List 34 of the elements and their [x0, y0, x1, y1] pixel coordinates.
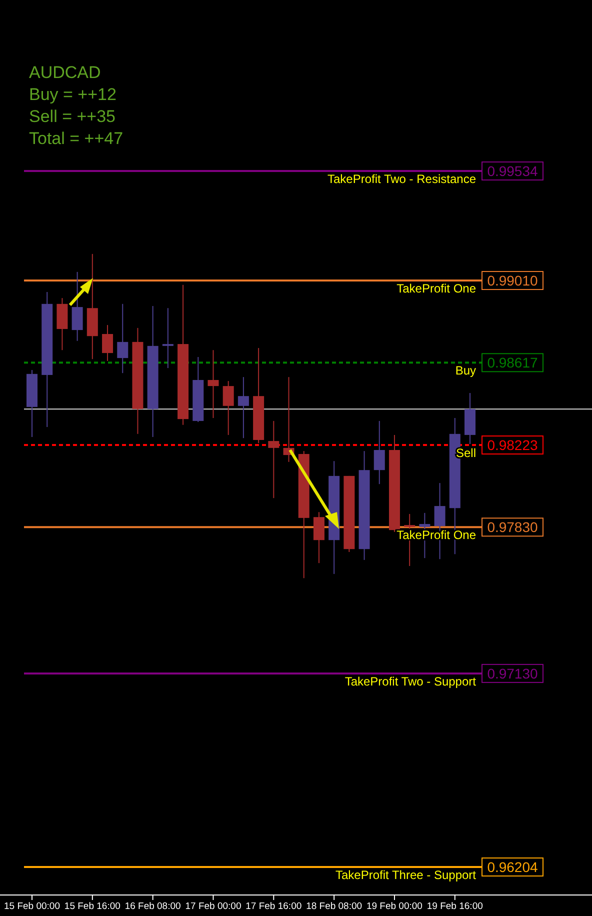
ref-line-label: TakeProfit Three - Support: [335, 868, 477, 882]
candlestick: [208, 350, 219, 419]
y-tick-label: 0.99010: [487, 272, 538, 289]
x-tick-label: 16 Feb 08:00: [124, 901, 181, 912]
y-tick-label: 0.97130: [487, 665, 538, 682]
y-tick-label: 0.98223: [487, 437, 538, 454]
x-tick-label: 15 Feb 16:00: [64, 901, 120, 912]
candlestick: [72, 271, 83, 342]
annotation: Sell = ++35: [29, 107, 116, 126]
annotation: Buy = ++12: [29, 85, 116, 104]
candlestick: [222, 380, 234, 436]
x-tick-label: 19 Feb 00:00: [366, 901, 422, 912]
annotation: AUDCAD: [29, 63, 101, 82]
candlestick: [238, 376, 249, 439]
y-tick-label: 0.97830: [487, 519, 538, 536]
candlestick: [102, 324, 114, 362]
y-tick-label: 0.98617: [487, 354, 538, 371]
ref-line-label: Buy: [455, 364, 476, 378]
x-tick-label: 15 Feb 00:00: [4, 901, 60, 912]
candlestick: [268, 420, 280, 499]
x-tick-label: 19 Feb 16:00: [426, 901, 483, 912]
y-tick-label: 0.96204: [487, 859, 538, 876]
annotation: Total = ++47: [29, 129, 124, 148]
candlestick: [313, 512, 324, 564]
x-tick-label: 18 Feb 08:00: [306, 901, 362, 912]
candlestick: [117, 303, 128, 374]
candlestick: [162, 308, 174, 369]
ref-line-label: TakeProfit Two - Resistance: [327, 172, 476, 186]
x-tick-label: 17 Feb 00:00: [185, 901, 242, 912]
x-tick-label: 17 Feb 16:00: [246, 901, 302, 912]
y-tick-label: 0.99534: [487, 163, 538, 180]
ref-line-label: TakeProfit One: [396, 281, 476, 296]
candlestick: [374, 420, 385, 485]
ref-line-label: TakeProfit Two - Support: [344, 674, 477, 688]
